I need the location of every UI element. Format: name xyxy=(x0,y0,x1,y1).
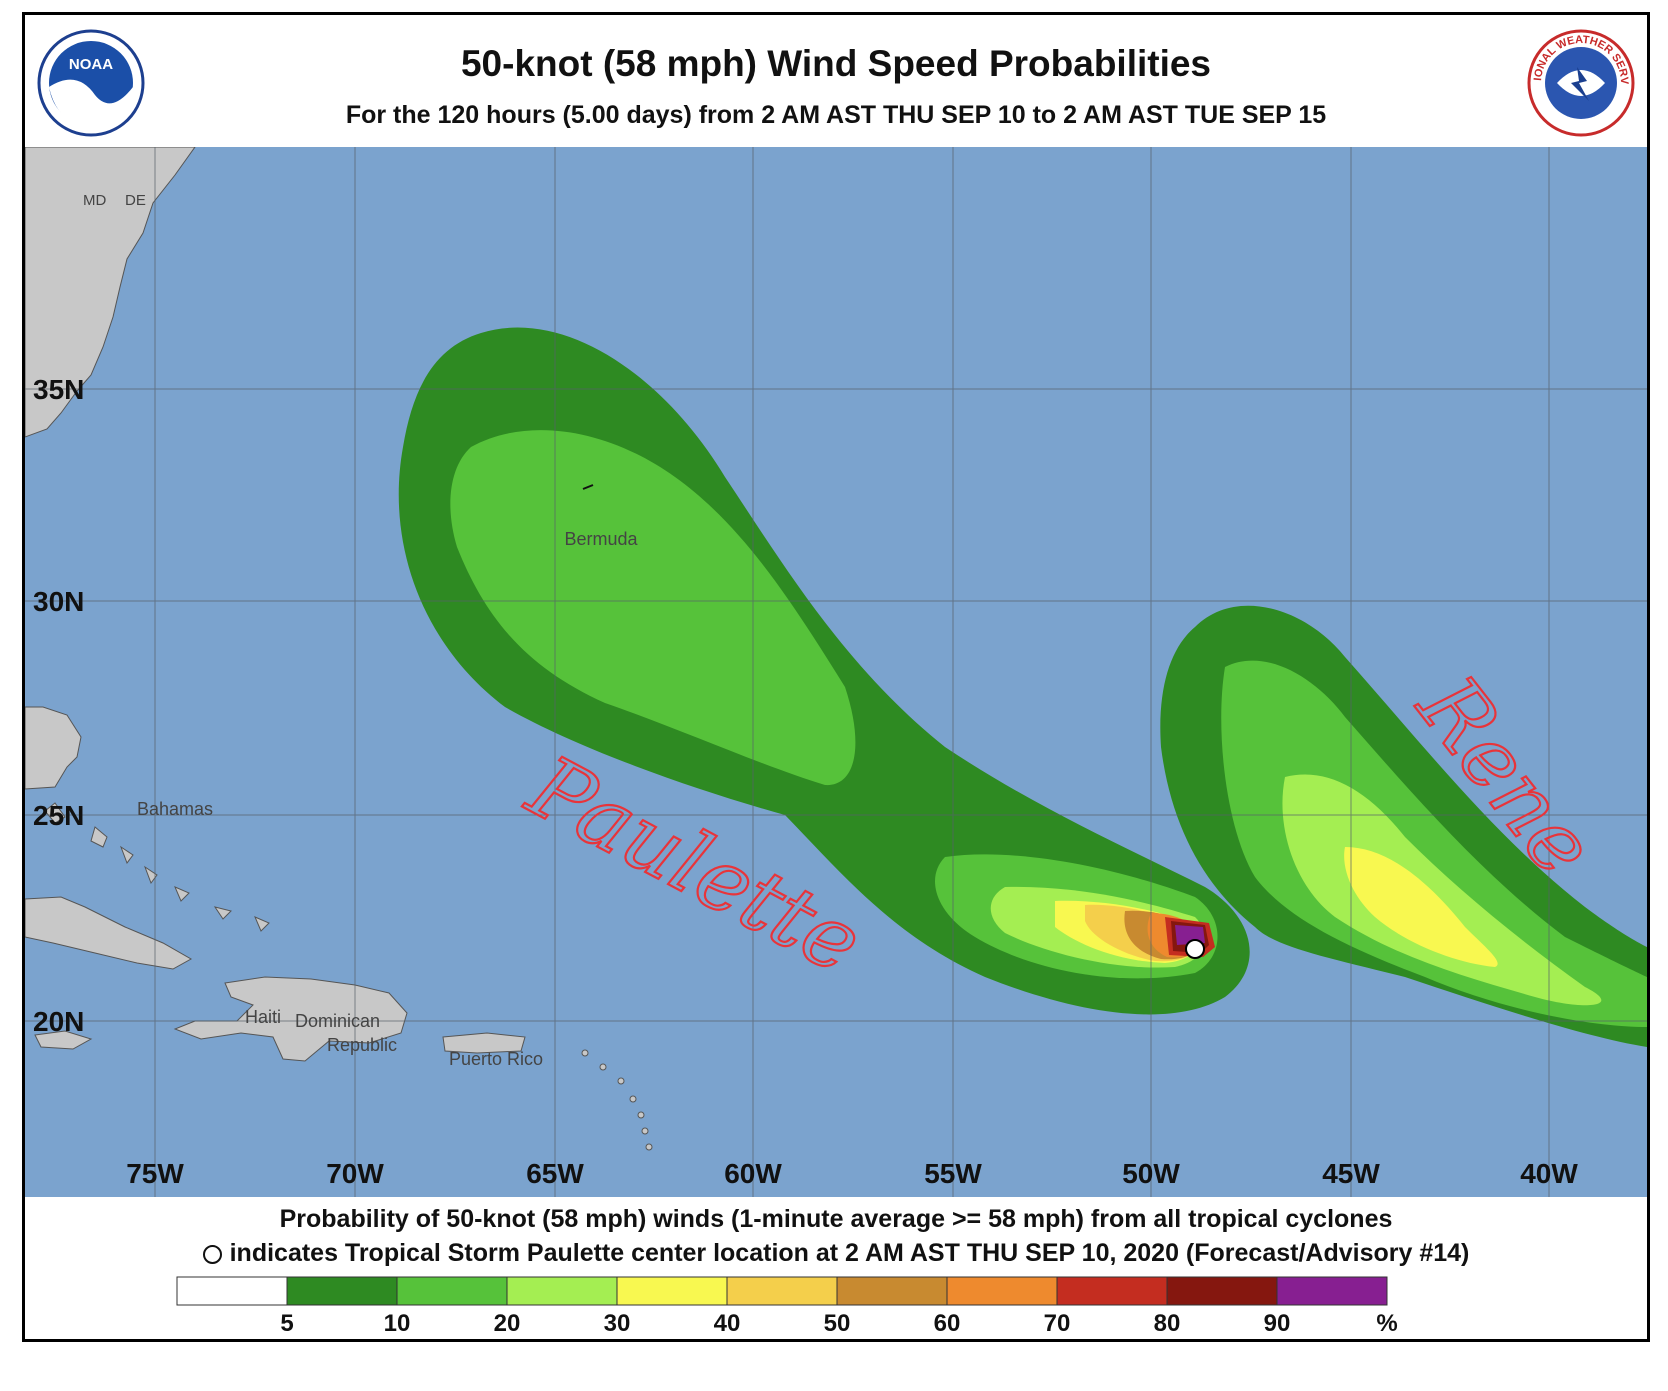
legend-swatch xyxy=(176,1276,288,1306)
latitude-label: 25N xyxy=(33,800,84,831)
puerto-rico xyxy=(442,1032,526,1054)
caption-line-2: indicates Tropical Storm Paulette center… xyxy=(25,1239,1647,1268)
legend-label: 80 xyxy=(1154,1310,1181,1337)
legend-swatch xyxy=(506,1276,618,1306)
subtitle: For the 120 hours (5.00 days) from 2 AM … xyxy=(345,101,1327,129)
latitude-label: 35N xyxy=(33,374,84,405)
header: NOAA 50-knot (58 mph) Wind Speed Probabi… xyxy=(25,15,1647,147)
probability-map: 35N 30N 25N 20N 75W 70W 65W 60W 55W 50W 45W 40W Be… xyxy=(25,147,1647,1197)
label-md: MD xyxy=(83,192,106,209)
label-republic: Republic xyxy=(327,1035,397,1055)
legend-label: 20 xyxy=(494,1310,521,1337)
longitude-label: 65W xyxy=(526,1158,584,1189)
bahamas-islands xyxy=(44,802,270,932)
legend-label: % xyxy=(1376,1310,1397,1337)
rene-swath-30 xyxy=(1344,847,1498,967)
label-haiti: Haiti xyxy=(245,1007,281,1027)
longitude-label: 45W xyxy=(1322,1158,1380,1189)
legend-label: 50 xyxy=(824,1310,851,1337)
legend-label: 40 xyxy=(714,1310,741,1337)
lat-lon-grid xyxy=(25,147,1647,1197)
label-dominican: Dominican xyxy=(295,1011,380,1031)
legend-label: 10 xyxy=(384,1310,411,1337)
color-legend: 5 10 20 30 40 50 60 70 80 90% xyxy=(176,1276,1398,1337)
longitude-label: 55W xyxy=(924,1158,982,1189)
forecast-graphic: NOAA 50-knot (58 mph) Wind Speed Probabi… xyxy=(22,12,1650,1342)
latitude-label: 30N xyxy=(33,586,84,617)
caption-line-1: Probability of 50-knot (58 mph) winds (1… xyxy=(279,1205,1393,1233)
svg-text:NOAA: NOAA xyxy=(69,56,113,73)
paulette-swath-10 xyxy=(450,430,856,786)
latitude-label: 20N xyxy=(33,1006,84,1037)
bermuda-island xyxy=(582,484,594,490)
jamaica xyxy=(34,1030,93,1050)
legend-swatch xyxy=(836,1276,948,1306)
longitude-label: 40W xyxy=(1520,1158,1578,1189)
longitude-label: 75W xyxy=(126,1158,184,1189)
noaa-logo: NOAA xyxy=(37,29,145,137)
center-marker-icon xyxy=(202,1244,222,1264)
label-de: DE xyxy=(125,192,146,209)
legend-label: 90 xyxy=(1264,1310,1291,1337)
legend-label: 5 xyxy=(280,1310,293,1337)
legend-swatch xyxy=(726,1276,838,1306)
footer: Probability of 50-knot (58 mph) winds (1… xyxy=(25,1197,1647,1339)
legend-swatch xyxy=(946,1276,1058,1306)
lesser-antilles xyxy=(581,1049,653,1151)
legend-swatch xyxy=(396,1276,508,1306)
legend-swatch xyxy=(1276,1276,1388,1306)
legend-swatch xyxy=(1166,1276,1278,1306)
longitude-label: 70W xyxy=(326,1158,384,1189)
us-southeast-coast xyxy=(25,706,82,790)
label-bahamas: Bahamas xyxy=(137,799,213,819)
legend-swatch xyxy=(616,1276,728,1306)
caption-line-2-text: indicates Tropical Storm Paulette center… xyxy=(229,1239,1470,1267)
nws-logo: NATIONAL WEATHER SERVICE xyxy=(1527,29,1635,137)
title: 50-knot (58 mph) Wind Speed Probabilitie… xyxy=(460,43,1212,84)
legend-label: 30 xyxy=(604,1310,631,1337)
rene-swath-10 xyxy=(1221,660,1647,1027)
paulette-center-marker xyxy=(1185,939,1205,959)
legend-swatch xyxy=(286,1276,398,1306)
longitude-label: 60W xyxy=(724,1158,782,1189)
label-puerto-rico: Puerto Rico xyxy=(449,1049,543,1069)
legend-swatch xyxy=(1056,1276,1168,1306)
legend-label: 70 xyxy=(1044,1310,1071,1337)
cuba xyxy=(25,896,193,970)
rene-swath-20 xyxy=(1282,774,1602,1006)
longitude-label: 50W xyxy=(1122,1158,1180,1189)
legend-label: 60 xyxy=(934,1310,961,1337)
us-east-coast xyxy=(25,147,196,438)
label-bermuda: Bermuda xyxy=(564,529,638,549)
